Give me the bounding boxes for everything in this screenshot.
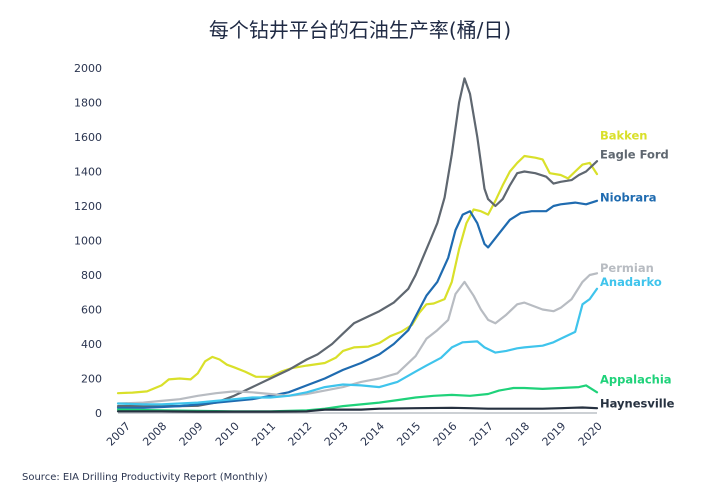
series-lines (116, 77, 599, 413)
series-label-appalachia: Appalachia (600, 372, 672, 386)
series-line-eagle-ford (116, 77, 599, 408)
series-label-permian: Permian (600, 261, 654, 275)
chart-title: 每个钻井平台的石油生产率(桶/日) (208, 18, 512, 42)
y-tick-label: 1600 (74, 131, 102, 144)
x-tick-label: 2008 (140, 420, 169, 449)
x-tick-label: 2011 (249, 420, 278, 449)
series-line-anadarko (116, 287, 599, 406)
x-tick-label: 2016 (431, 420, 460, 449)
series-line-niobrara (116, 199, 599, 409)
x-tick-label: 2019 (539, 420, 568, 449)
x-tick-label: 2007 (104, 420, 133, 449)
x-tick-label: 2013 (322, 420, 351, 449)
series-label-bakken: Bakken (600, 128, 648, 142)
series-label-eagle-ford: Eagle Ford (600, 147, 669, 161)
series-label-haynesville: Haynesville (600, 397, 675, 411)
y-tick-label: 1200 (74, 200, 102, 213)
x-tick-label: 2012 (285, 420, 314, 449)
series-label-niobrara: Niobrara (600, 190, 657, 204)
y-tick-label: 1000 (74, 235, 102, 248)
series-line-permian (116, 272, 599, 405)
y-tick-label: 1400 (74, 166, 102, 179)
series-label-anadarko: Anadarko (600, 275, 662, 289)
x-tick-label: 2010 (213, 420, 242, 449)
axes: 0 200 400 600 800 1000 1200 1400 1600 1800 2000 200… (74, 62, 605, 449)
y-tick-label: 2000 (74, 62, 102, 75)
y-tick-label: 600 (81, 304, 102, 317)
x-tick-label: 2018 (503, 420, 532, 449)
x-tick-label: 2017 (467, 420, 496, 449)
y-tick-label: 1800 (74, 97, 102, 110)
y-tick-label: 800 (81, 269, 102, 282)
y-tick-label: 200 (81, 373, 102, 386)
series-line-haynesville (116, 406, 599, 413)
x-tick-label: 2015 (394, 420, 423, 449)
x-tick-label: 2014 (358, 420, 387, 449)
x-tick-label: 2020 (576, 420, 605, 449)
source-note: Source: EIA Drilling Productivity Report… (22, 472, 268, 483)
y-tick-label: 400 (81, 338, 102, 351)
series-line-bakken (116, 154, 599, 395)
y-tick-label: 0 (95, 407, 102, 420)
x-tick-label: 2009 (177, 420, 206, 449)
